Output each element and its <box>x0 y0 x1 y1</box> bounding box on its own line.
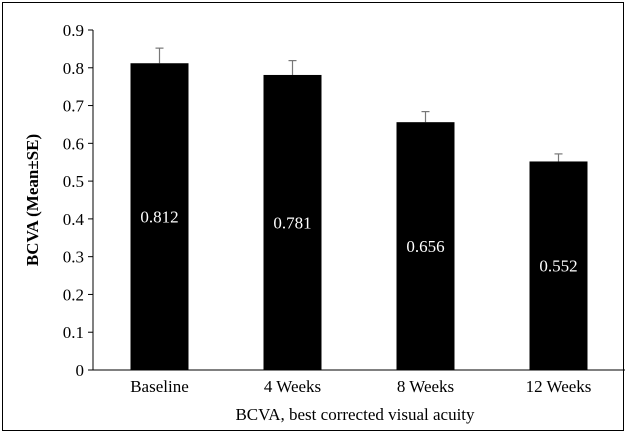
y-tick-label: 0.8 <box>63 59 84 78</box>
bar-value-label: 0.656 <box>406 237 444 256</box>
x-category-label: 4 Weeks <box>264 377 321 396</box>
x-category-label: Baseline <box>130 377 189 396</box>
x-category-label: 12 Weeks <box>526 377 592 396</box>
bar-value-label: 0.552 <box>539 257 577 276</box>
x-axis-title: BCVA, best corrected visual acuity <box>235 405 475 424</box>
bar-value-label: 0.812 <box>140 208 178 227</box>
y-tick-label: 0.1 <box>63 323 84 342</box>
y-axis-ticks: 0 0.1 0.2 0.3 0.4 0.5 0.6 0.7 0.8 0.9 <box>63 21 93 380</box>
y-tick-label: 0.2 <box>63 285 84 304</box>
y-tick-label: 0.6 <box>63 134 84 153</box>
bar-value-label: 0.781 <box>273 213 311 232</box>
y-tick-label: 0 <box>76 361 85 380</box>
y-tick-label: 0.4 <box>63 210 85 229</box>
bars-group: 0.812 Baseline 0.781 4 Weeks 0.656 8 Weeks 0.5… <box>130 48 591 396</box>
y-tick-label: 0.5 <box>63 172 84 191</box>
y-tick-label: 0.9 <box>63 21 84 40</box>
x-category-label: 8 Weeks <box>397 377 454 396</box>
y-tick-label: 0.3 <box>63 248 84 267</box>
y-axis-title: BCVA (Mean±SE) <box>23 134 42 266</box>
y-tick-label: 0.7 <box>63 97 85 116</box>
